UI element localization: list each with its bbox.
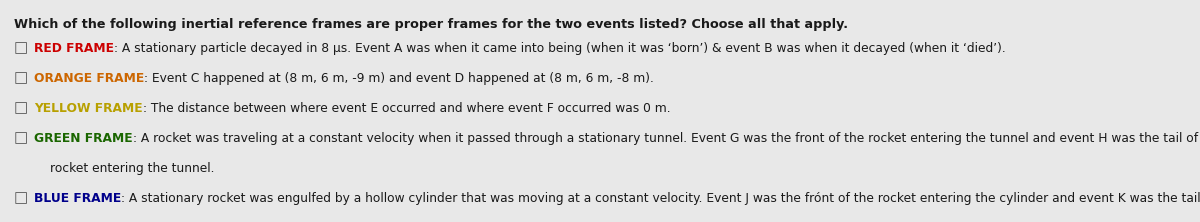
Text: GREEN FRAME: GREEN FRAME [34,132,133,145]
Text: : A rocket was traveling at a constant velocity when it passed through a station: : A rocket was traveling at a constant v… [133,132,1200,145]
Text: YELLOW FRAME: YELLOW FRAME [34,102,143,115]
Text: : A stationary particle decayed in 8 μs. Event A was when it came into being (wh: : A stationary particle decayed in 8 μs.… [114,42,1006,55]
Text: □: □ [14,190,28,205]
Text: : Event C happened at (8 m, 6 m, -9 m) and event D happened at (8 m, 6 m, -8 m).: : Event C happened at (8 m, 6 m, -9 m) a… [144,72,654,85]
Text: □: □ [14,130,28,145]
Text: ORANGE FRAME: ORANGE FRAME [34,72,144,85]
Text: □: □ [14,40,28,55]
Text: □: □ [14,70,28,85]
Text: : The distance between where event E occurred and where event F occurred was 0 m: : The distance between where event E occ… [143,102,671,115]
Text: □: □ [14,100,28,115]
Text: rocket entering the tunnel.: rocket entering the tunnel. [50,162,215,175]
Text: RED FRAME: RED FRAME [34,42,114,55]
Text: : A stationary rocket was engulfed by a hollow cylinder that was moving at a con: : A stationary rocket was engulfed by a … [121,192,1200,205]
Text: Which of the following inertial reference frames are proper frames for the two e: Which of the following inertial referenc… [14,18,848,31]
Text: BLUE FRAME: BLUE FRAME [34,192,121,205]
